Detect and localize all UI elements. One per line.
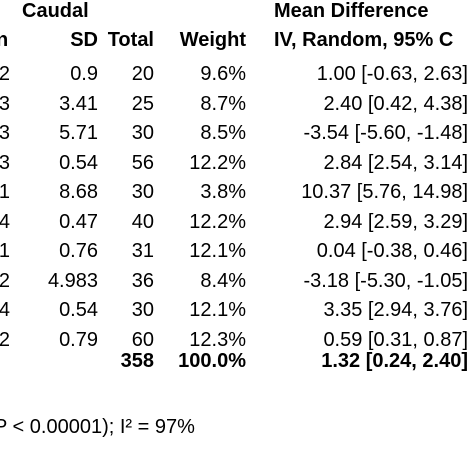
cell-sd: 3.41 xyxy=(59,93,98,115)
cell-ci: 10.37 [5.76, 14.98] xyxy=(301,181,468,203)
header-sd: SD xyxy=(70,29,98,51)
cell-mean-fragment: 2 xyxy=(0,63,10,85)
cell-mean-fragment: 2 xyxy=(0,270,10,292)
cell-total: 30 xyxy=(131,299,154,321)
header-total: Total xyxy=(107,29,154,51)
cell-sd: 0.9 xyxy=(70,63,98,85)
cell-total: 56 xyxy=(131,152,154,174)
cell-mean-fragment: 3 xyxy=(0,152,10,174)
cell-ci: 3.35 [2.94, 3.76] xyxy=(323,299,468,321)
cell-mean-fragment: 3 xyxy=(0,93,10,115)
cell-total: 30 xyxy=(131,181,154,203)
cell-ci: 2.40 [0.42, 4.38] xyxy=(323,93,468,115)
cell-sd: 5.71 xyxy=(59,122,98,144)
header-group-caudal: Caudal xyxy=(22,0,89,22)
cell-weight: 12.1% xyxy=(189,299,246,321)
cell-total: 36 xyxy=(131,270,154,292)
cell-sd: 0.54 xyxy=(59,152,98,174)
cell-ci: 0.59 [0.31, 0.87] xyxy=(323,329,468,351)
cell-ci: -3.54 [-5.60, -1.48] xyxy=(303,122,468,144)
cell-mean-fragment: 4 xyxy=(0,299,10,321)
cell-weight: 12.2% xyxy=(189,152,246,174)
cell-mean-fragment: 4 xyxy=(0,211,10,233)
cell-ci: -3.18 [-5.30, -1.05] xyxy=(303,270,468,292)
cell-weight: 3.8% xyxy=(200,181,246,203)
total-row-total: 358 xyxy=(120,350,154,372)
cell-mean-fragment: 1 xyxy=(0,240,10,262)
cell-mean-fragment: 2 xyxy=(0,329,10,351)
cell-total: 31 xyxy=(131,240,154,262)
cell-mean-fragment: 3 xyxy=(0,122,10,144)
cell-ci: 2.94 [2.59, 3.29] xyxy=(323,211,468,233)
cell-total: 40 xyxy=(131,211,154,233)
cell-total: 60 xyxy=(131,329,154,351)
cell-weight: 12.2% xyxy=(189,211,246,233)
header-md-method: IV, Random, 95% C xyxy=(274,29,454,51)
header-mean-fragment: n xyxy=(0,29,9,51)
cell-total: 30 xyxy=(131,122,154,144)
cell-ci: 1.00 [-0.63, 2.63] xyxy=(316,63,468,85)
cell-weight: 12.1% xyxy=(189,240,246,262)
header-weight: Weight xyxy=(179,29,246,51)
cell-ci: 2.84 [2.54, 3.14] xyxy=(323,152,468,174)
cell-ci: 0.04 [-0.38, 0.46] xyxy=(316,240,468,262)
cell-total: 20 xyxy=(131,63,154,85)
cell-sd: 0.54 xyxy=(59,299,98,321)
cell-weight: 8.4% xyxy=(200,270,246,292)
cell-sd: 8.68 xyxy=(59,181,98,203)
cell-weight: 8.5% xyxy=(200,122,246,144)
cell-sd: 0.79 xyxy=(59,329,98,351)
cell-weight: 8.7% xyxy=(200,93,246,115)
cell-sd: 0.76 xyxy=(59,240,98,262)
cell-weight: 12.3% xyxy=(189,329,246,351)
heterogeneity-text: P < 0.00001); I² = 97% xyxy=(0,416,195,438)
cell-total: 25 xyxy=(131,93,154,115)
header-mean-difference: Mean Difference xyxy=(274,0,429,22)
cell-weight: 9.6% xyxy=(200,63,246,85)
total-row-weight: 100.0% xyxy=(178,350,246,372)
total-row-ci: 1.32 [0.24, 2.40] xyxy=(321,350,468,372)
cell-sd: 4.983 xyxy=(47,270,98,292)
cell-mean-fragment: 1 xyxy=(0,181,10,203)
cell-sd: 0.47 xyxy=(59,211,98,233)
